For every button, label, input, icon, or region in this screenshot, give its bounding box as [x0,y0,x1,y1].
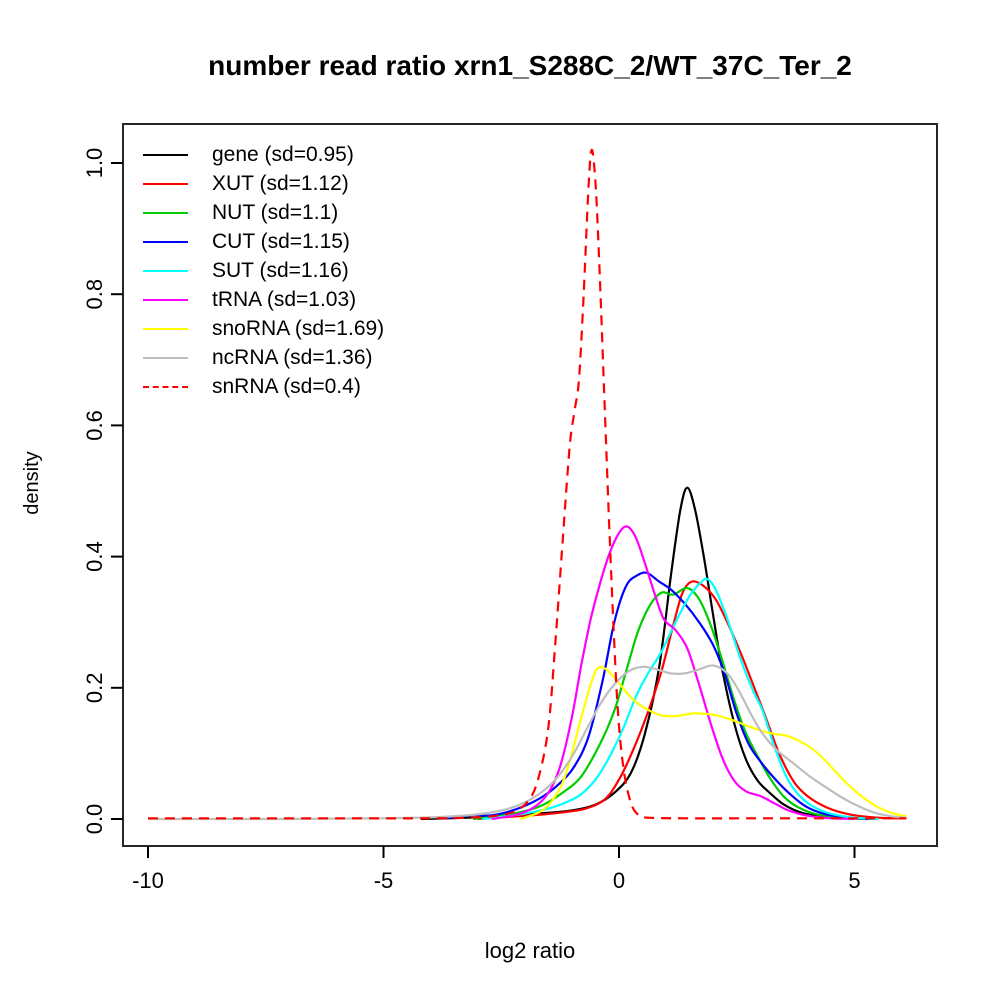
y-axis: 0.0 0.2 0.4 0.6 0.8 1.0 [82,148,123,835]
legend-item-snoRNA: snoRNA (sd=1.69) [143,314,384,343]
legend-swatch-tRNA [143,298,188,301]
legend-swatch-gene [143,153,188,156]
legend-label-ncRNA: ncRNA (sd=1.36) [212,345,373,369]
legend-item-tRNA: tRNA (sd=1.03) [143,285,384,314]
density-curve-snoRNA [519,665,907,821]
legend-label-snRNA: snRNA (sd=0.4) [212,374,361,398]
curves-layer [147,148,907,821]
legend-swatch-CUT [143,240,188,243]
legend-swatch-snoRNA [143,327,188,330]
x-axis-tick-label: -10 [132,868,164,893]
density-curve-CUT [444,571,869,821]
x-axis-title: log2 ratio [485,938,576,963]
legend-label-CUT: CUT (sd=1.15) [212,229,350,253]
legend: gene (sd=0.95) XUT (sd=1.12) NUT (sd=1.1) C… [143,140,384,401]
density-curve-ncRNA [147,664,907,821]
legend-swatch-ncRNA [143,356,188,359]
legend-item-gene: gene (sd=0.95) [143,140,384,169]
density-curve-XUT [477,580,907,821]
y-axis-tick-label: 0.4 [82,541,107,572]
legend-item-CUT: CUT (sd=1.15) [143,227,384,256]
y-axis-title: density [21,451,43,514]
density-curve-SUT [482,577,879,821]
y-axis-tick-label: 0.2 [82,673,107,704]
plot-border [122,123,938,847]
y-axis-tick-label: 0.6 [82,410,107,441]
x-axis-tick-label: 0 [613,868,625,893]
y-axis-tick-label: 0.0 [82,804,107,835]
legend-item-NUT: NUT (sd=1.1) [143,198,384,227]
legend-swatch-XUT [143,182,188,185]
x-axis-tick-label: -5 [374,868,394,893]
legend-label-snoRNA: snoRNA (sd=1.69) [212,316,385,340]
x-axis: -10 -5 0 5 [132,846,861,893]
legend-item-ncRNA: ncRNA (sd=1.36) [143,343,384,372]
legend-item-XUT: XUT (sd=1.12) [143,169,384,198]
y-axis-tick-label: 0.8 [82,279,107,310]
legend-swatch-SUT [143,269,188,272]
legend-item-SUT: SUT (sd=1.16) [143,256,384,285]
y-axis-tick-label: 1.0 [82,148,107,179]
legend-label-SUT: SUT (sd=1.16) [212,258,349,282]
legend-swatch-snRNA [143,385,188,388]
x-axis-tick-label: 5 [848,868,860,893]
legend-label-tRNA: tRNA (sd=1.03) [212,287,357,311]
density-curve-NUT [472,586,864,821]
density-curve-snRNA [148,148,907,820]
density-curve-tRNA [491,525,855,821]
legend-label-XUT: XUT (sd=1.12) [212,171,349,195]
density-curve-gene [421,486,879,821]
legend-swatch-NUT [143,211,188,214]
legend-label-NUT: NUT (sd=1.1) [212,200,339,224]
legend-item-snRNA: snRNA (sd=0.4) [143,372,384,401]
legend-label-gene: gene (sd=0.95) [212,142,354,166]
chart-title: number read ratio xrn1_S288C_2/WT_37C_Te… [208,50,852,81]
